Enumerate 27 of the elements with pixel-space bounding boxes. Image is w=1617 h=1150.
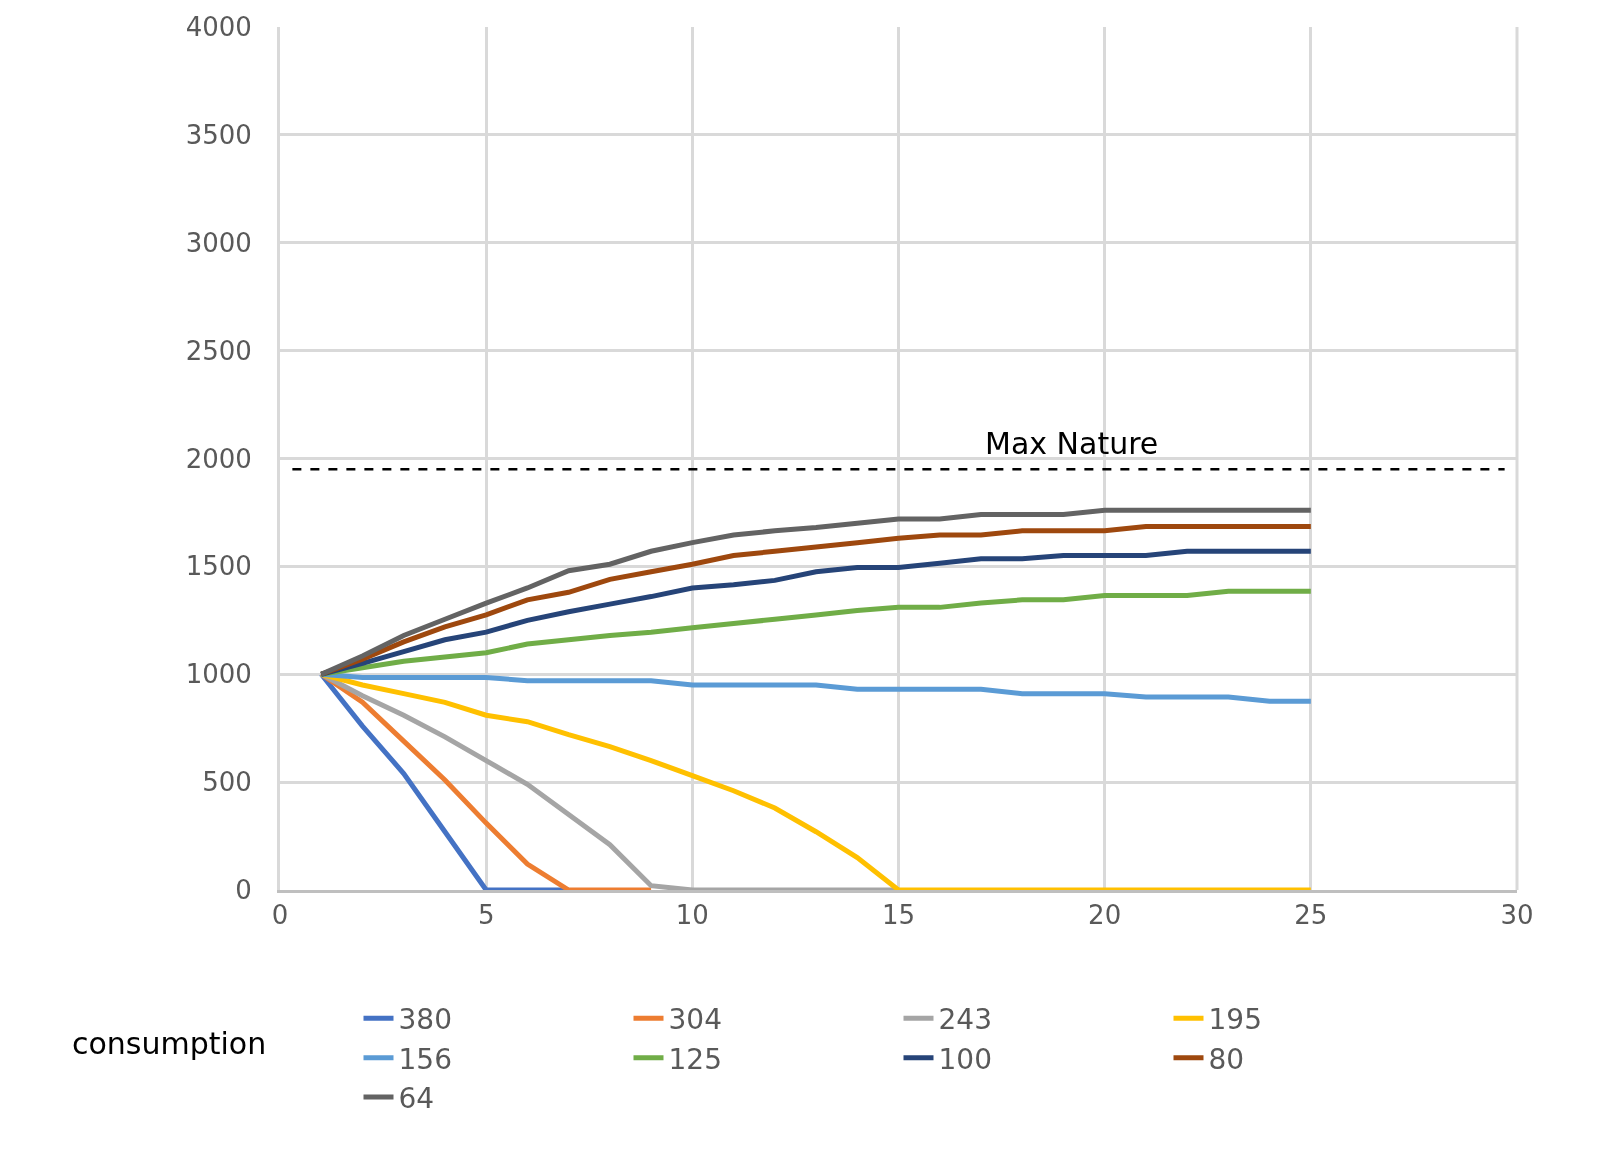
y-tick-label: 1500 — [185, 551, 252, 582]
x-tick-label: 15 — [881, 900, 916, 931]
text: consumption — [72, 1026, 267, 1061]
y-tick-label: 4000 — [185, 12, 252, 43]
legend-label: 80 — [1208, 1042, 1245, 1076]
y-tick-label: 3000 — [185, 227, 252, 258]
legend-label: 100 — [938, 1042, 992, 1076]
legend-label: 380 — [398, 1003, 452, 1037]
legend-label: 195 — [1208, 1003, 1262, 1037]
y-tick-label: 500 — [202, 767, 252, 798]
legend-label: 125 — [668, 1042, 722, 1076]
y-tick-label: 1000 — [185, 659, 252, 690]
x-tick-label: 0 — [271, 900, 289, 931]
legend-label: 156 — [398, 1042, 452, 1076]
legend-label: 64 — [398, 1081, 435, 1115]
x-tick-label: 20 — [1088, 900, 1122, 931]
legend-label: 304 — [668, 1003, 722, 1037]
x-tick-label: 30 — [1500, 900, 1534, 931]
y-tick-label: 2000 — [185, 443, 252, 474]
y-tick-label: 3500 — [185, 119, 252, 150]
x-tick-label: 25 — [1294, 900, 1328, 931]
legend-label: 243 — [938, 1003, 992, 1037]
y-tick-label: 0 — [235, 875, 252, 906]
y-tick-label: 2500 — [185, 335, 252, 366]
ref-line-label: Max Nature — [985, 426, 1159, 461]
x-tick-label: 5 — [477, 900, 495, 931]
x-tick-label: 10 — [675, 900, 709, 931]
